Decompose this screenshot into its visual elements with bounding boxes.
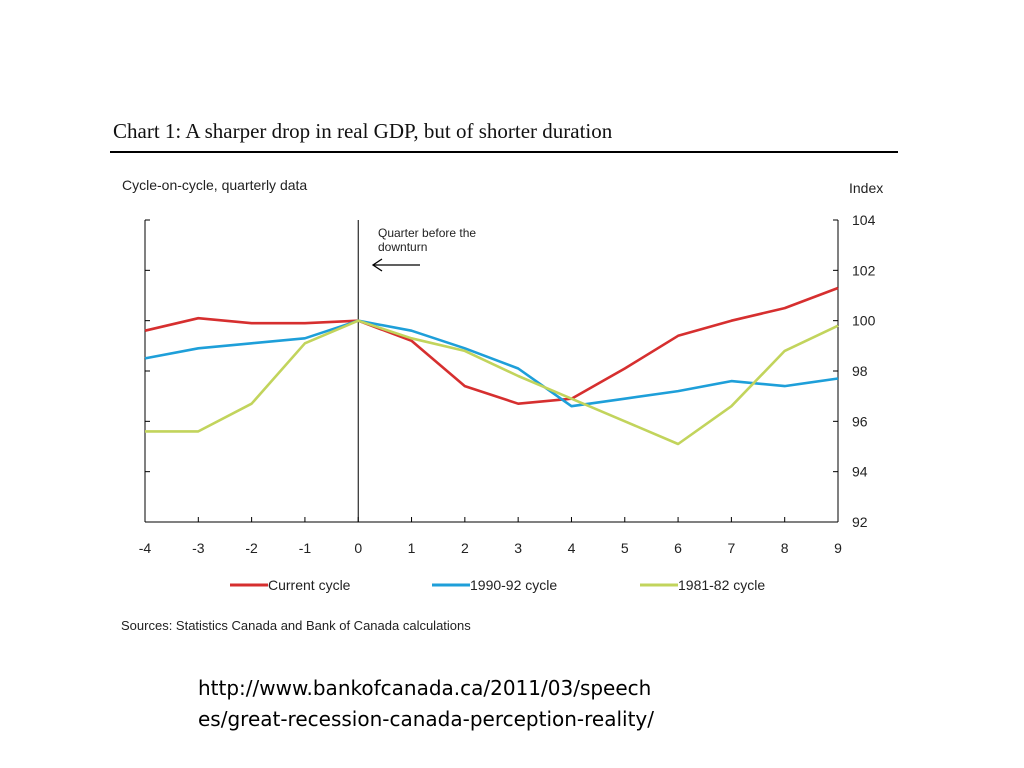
y-tick-label-92: 92 — [852, 514, 868, 530]
y-axis-label: Index — [849, 180, 883, 196]
legend-label-current-cycle: Current cycle — [268, 577, 351, 593]
y-tick-label-96: 96 — [852, 413, 868, 429]
legend-label-1981-82-cycle: 1981-82 cycle — [678, 577, 765, 593]
annotation-line-1: Quarter before the — [378, 226, 476, 240]
y-tick-label-104: 104 — [852, 212, 876, 228]
x-tick-label-5: 5 — [621, 540, 629, 556]
y-tick-label-98: 98 — [852, 363, 868, 379]
legend: Current cycle 1990-92 cycle 1981-82 cycle — [230, 577, 765, 593]
x-tick-label-4: 4 — [568, 540, 576, 556]
x-tick-label-0: 0 — [354, 540, 362, 556]
series-line-current-cycle — [144, 286, 839, 406]
x-tick-label--2: -2 — [245, 540, 258, 556]
series-line-1990-92-cycle — [144, 319, 839, 408]
chart-subtitle: Cycle-on-cycle, quarterly data — [122, 177, 307, 193]
y-tick-label-102: 102 — [852, 262, 876, 278]
x-tick-label-6: 6 — [674, 540, 682, 556]
x-tick-label-8: 8 — [781, 540, 789, 556]
annotation-line-2: downturn — [378, 240, 427, 254]
x-tick-label-7: 7 — [727, 540, 735, 556]
source-url-line-2[interactable]: es/great-recession-canada-perception-rea… — [198, 707, 655, 731]
x-tick-label-3: 3 — [514, 540, 522, 556]
x-tick-label-9: 9 — [834, 540, 842, 556]
annotation-arrow-head — [371, 258, 383, 272]
y-tick-label-94: 94 — [852, 464, 868, 480]
series-line-1981-82-cycle — [145, 319, 839, 446]
x-tick-label-2: 2 — [461, 540, 469, 556]
source-url-line-1[interactable]: http://www.bankofcanada.ca/2011/03/speec… — [198, 676, 652, 700]
y-tick-label-100: 100 — [852, 313, 876, 329]
annotation-quarter-before-downturn: Quarter before the downturn — [371, 226, 476, 272]
axes: 92 94 96 98 100 102 104 -4 -3 -2 -1 0 1 2 3 4 5 6 7 8 9 — [139, 212, 876, 556]
chart-source: Sources: Statistics Canada and Bank of C… — [121, 618, 471, 633]
x-tick-label--1: -1 — [299, 540, 312, 556]
legend-label-1990-92-cycle: 1990-92 cycle — [470, 577, 557, 593]
x-tick-label-1: 1 — [408, 540, 416, 556]
series-layer — [144, 286, 839, 446]
chart-title: Chart 1: A sharper drop in real GDP, but… — [113, 119, 613, 143]
x-tick-label--3: -3 — [192, 540, 205, 556]
x-tick-label--4: -4 — [139, 540, 152, 556]
